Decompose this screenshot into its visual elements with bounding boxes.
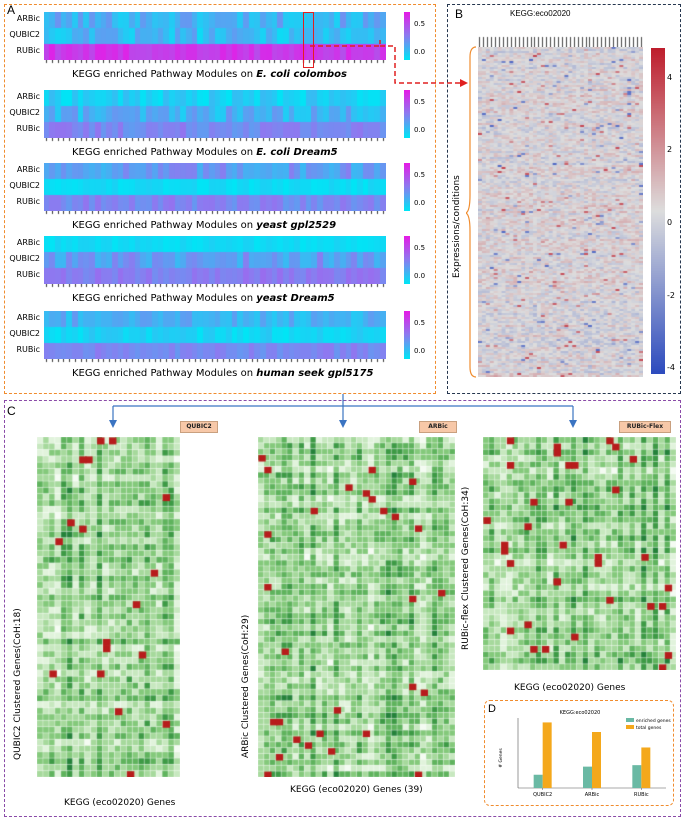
heatmap-row-label: ARBic	[16, 238, 40, 247]
matrix-xlabel: KEGG (eco02020) Genes	[64, 798, 176, 808]
panel-b-colorbar-tick: -2	[667, 291, 675, 300]
connector-arrow	[310, 40, 468, 87]
colorbar-tick-label: 0.5	[414, 171, 426, 179]
legend-swatch	[626, 718, 634, 722]
heatmap-row-label: RUBic	[16, 345, 40, 354]
heatmap-row-label: ARBic	[16, 313, 40, 322]
cluster-matrix	[258, 437, 455, 777]
heatmap-caption: KEGG enriched Pathway Modules on human s…	[72, 368, 374, 379]
legend-label: enriched genes	[636, 718, 671, 724]
pathway-module-heatmap	[44, 12, 386, 60]
heatmap-row-label: ARBic	[16, 92, 40, 101]
cluster-matrix	[483, 437, 676, 670]
panel-b-colorbar-tick: 4	[667, 73, 673, 82]
heatmap-caption: KEGG enriched Pathway Modules on E. coli…	[72, 69, 347, 80]
gene-count-bar-chart: KEGG:eco02020 # Genes QUBIC2 ARBic RUBic enri…	[498, 710, 671, 798]
bar-enriched-genes	[533, 774, 543, 788]
panel-b-colorbar-tick: 0	[667, 218, 673, 227]
heatmap-row-label: ARBic	[16, 165, 40, 174]
bar-total-genes	[641, 747, 651, 788]
y-axis-label: # Genes	[498, 748, 504, 768]
heatmap-row-label: QUBIC2	[9, 181, 40, 190]
panel-b-colorbar	[651, 48, 665, 374]
method-tag: ARBic	[419, 421, 457, 433]
colorbar-tick-label: 0.0	[414, 126, 426, 134]
panel-d-frame	[484, 700, 674, 806]
heatmap-colorbar	[404, 90, 410, 138]
matrix-ylabel: ARBic Clustered Genes(CoH:29)	[241, 614, 251, 758]
heatmap-x-ticks	[44, 138, 386, 142]
heatmap-row-label: ARBic	[16, 14, 40, 23]
panel-a-letter: A	[7, 3, 16, 17]
heatmap-row-label: QUBIC2	[9, 30, 40, 39]
brace-b	[466, 46, 477, 378]
panel-a-frame	[4, 4, 436, 394]
highlight-column-box	[303, 12, 314, 68]
panel-b-colorbar-tick: 2	[667, 145, 673, 154]
colorbar-tick-label: 0.0	[414, 272, 426, 280]
heatmap-row-label: RUBic	[16, 270, 40, 279]
matrix-xlabel: KEGG (eco02020) Genes (39)	[290, 785, 423, 795]
heatmap-colorbar	[404, 236, 410, 284]
legend-label: total genes	[636, 725, 662, 731]
heatmap-colorbar	[404, 163, 410, 211]
matrix-ylabel: QUBIC2 Clustered Genes(CoH:18)	[13, 608, 23, 760]
panel-b-frame	[447, 4, 681, 394]
chart-title: KEGG:eco02020	[560, 710, 601, 716]
cluster-matrix	[37, 437, 180, 777]
method-tag: QUBIC2	[180, 421, 218, 433]
bar-total-genes	[542, 722, 552, 788]
panel-b-colorbar-tick: -4	[667, 363, 675, 372]
pathway-module-heatmap	[44, 163, 386, 211]
bar-enriched-genes	[583, 766, 592, 788]
heatmap-row-label: QUBIC2	[9, 254, 40, 263]
colorbar-tick-label: 0.5	[414, 20, 426, 28]
heatmap-row-label: QUBIC2	[9, 108, 40, 117]
bar-total-genes	[592, 732, 601, 788]
heatmap-row-label: RUBic	[16, 46, 40, 55]
heatmap-caption: KEGG enriched Pathway Modules on E. coli…	[72, 147, 338, 158]
pathway-module-heatmap	[44, 311, 386, 359]
heatmap-x-ticks	[44, 60, 386, 64]
colorbar-tick-label: 0.5	[414, 98, 426, 106]
panel-b-gene-ticks	[478, 35, 643, 47]
heatmap-caption: KEGG enriched Pathway Modules on yeast D…	[72, 293, 335, 304]
expression-heatmap	[478, 47, 643, 377]
panel-b-letter: B	[455, 7, 464, 21]
heatmap-row-label: RUBic	[16, 197, 40, 206]
pathway-module-heatmap	[44, 90, 386, 138]
x-tick-label: QUBIC2	[533, 792, 552, 798]
matrix-ylabel: RUBic-flex Clustered Genes(CoH:34)	[461, 486, 471, 650]
heatmap-colorbar	[404, 311, 410, 359]
distribution-arrows	[109, 394, 577, 428]
colorbar-tick-label: 0.0	[414, 347, 426, 355]
heatmap-x-ticks	[44, 359, 386, 363]
colorbar-tick-label: 0.0	[414, 48, 426, 56]
heatmap-x-ticks	[44, 211, 386, 215]
panel-b-title: KEGG:eco02020	[510, 9, 571, 18]
heatmap-x-ticks	[44, 284, 386, 288]
panel-b-ylabel: Expressions/conditions	[452, 175, 462, 278]
colorbar-tick-label: 0.0	[414, 199, 426, 207]
colorbar-tick-label: 0.5	[414, 319, 426, 327]
heatmap-row-label: RUBic	[16, 124, 40, 133]
legend-swatch	[626, 725, 634, 729]
colorbar-tick-label: 0.5	[414, 244, 426, 252]
heatmap-row-label: QUBIC2	[9, 329, 40, 338]
heatmap-caption: KEGG enriched Pathway Modules on yeast g…	[72, 220, 337, 231]
pathway-module-heatmap	[44, 236, 386, 284]
bar-enriched-genes	[632, 765, 642, 788]
x-tick-label: ARBic	[585, 792, 600, 798]
x-tick-label: RUBic	[634, 792, 649, 798]
matrix-xlabel: KEGG (eco02020) Genes	[514, 683, 626, 693]
panel-c-letter: C	[7, 404, 16, 418]
panel-d-letter: D	[488, 703, 496, 715]
method-tag: RUBic-Flex	[619, 421, 671, 433]
heatmap-colorbar	[404, 12, 410, 60]
